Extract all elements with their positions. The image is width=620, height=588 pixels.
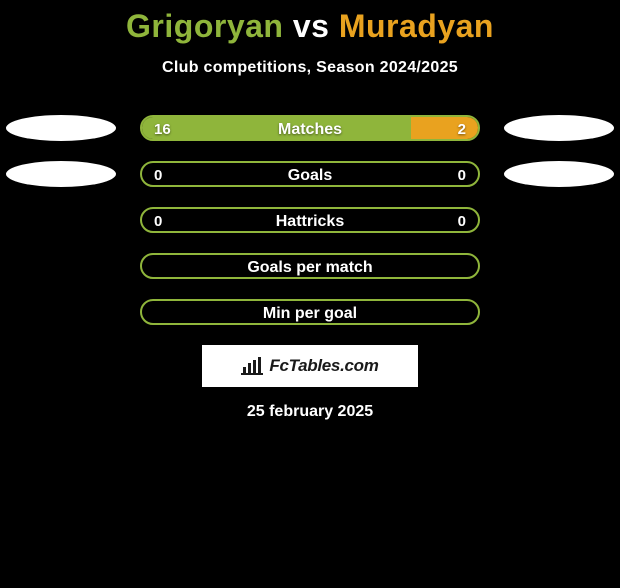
stat-bar: Goals0 0 [140,161,480,187]
stat-label: Min per goal [142,301,478,325]
stat-label: Goals per match [142,255,478,279]
player-marker-left [6,115,116,141]
stat-row: Matches16 2 [0,115,620,141]
stat-value-right: 0 [458,163,466,187]
subtitle: Club competitions, Season 2024/2025 [0,59,620,77]
stat-bar: Min per goal [140,299,480,325]
player-marker-left [6,161,116,187]
site-logo: FcTables.com [202,345,418,387]
stats-area: Matches162Goals00Hattricks00Goals per ma… [0,115,620,325]
stat-value-right: 2 [458,117,466,141]
player-marker-right [504,161,614,187]
player1-name: Grigoryan [126,8,283,44]
stat-value-left: 16 [154,117,171,141]
date-text: 25 february 2025 [0,403,620,421]
stat-bar: Hattricks0 0 [140,207,480,233]
stat-row: Goals per match [0,253,620,279]
player-marker-right [504,115,614,141]
title-vs: vs [293,8,330,44]
stat-bar: Matches16 2 [140,115,480,141]
stat-row: Goals0 0 [0,161,620,187]
logo-text: FcTables.com [269,356,378,376]
comparison-card: Grigoryan vs Muradyan Club competitions,… [0,8,620,588]
stat-bar: Goals per match [140,253,480,279]
stat-value-left: 0 [154,209,162,233]
bar-chart-icon [241,357,263,375]
stat-value-left: 0 [154,163,162,187]
stat-label: Hattricks [142,209,478,233]
stat-label: Goals [142,163,478,187]
stat-row: Min per goal [0,299,620,325]
stat-label: Matches [142,117,478,141]
page-title: Grigoryan vs Muradyan [0,8,620,45]
player2-name: Muradyan [339,8,494,44]
stat-value-right: 0 [458,209,466,233]
stat-row: Hattricks0 0 [0,207,620,233]
